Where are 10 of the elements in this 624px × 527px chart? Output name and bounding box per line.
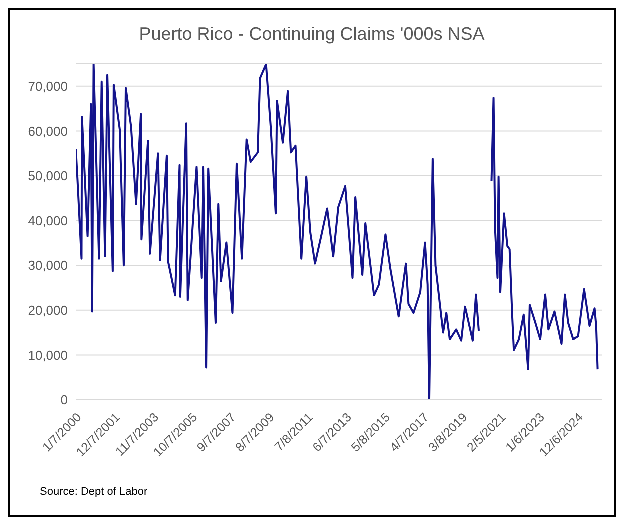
- y-tick-label: 10,000: [28, 348, 68, 363]
- y-tick-label: 40,000: [28, 213, 68, 228]
- y-tick-label: 0: [60, 392, 68, 408]
- y-tick-label: 50,000: [28, 168, 68, 184]
- y-tick-label: 70,000: [28, 79, 68, 94]
- y-tick-label: 20,000: [28, 303, 68, 318]
- chart-title: Puerto Rico - Continuing Claims '000s NSA: [138, 24, 486, 45]
- source-note: Source: Dept of Labor: [40, 486, 148, 498]
- y-tick-label: 60,000: [28, 124, 68, 139]
- y-tick-label: 30,000: [28, 258, 68, 274]
